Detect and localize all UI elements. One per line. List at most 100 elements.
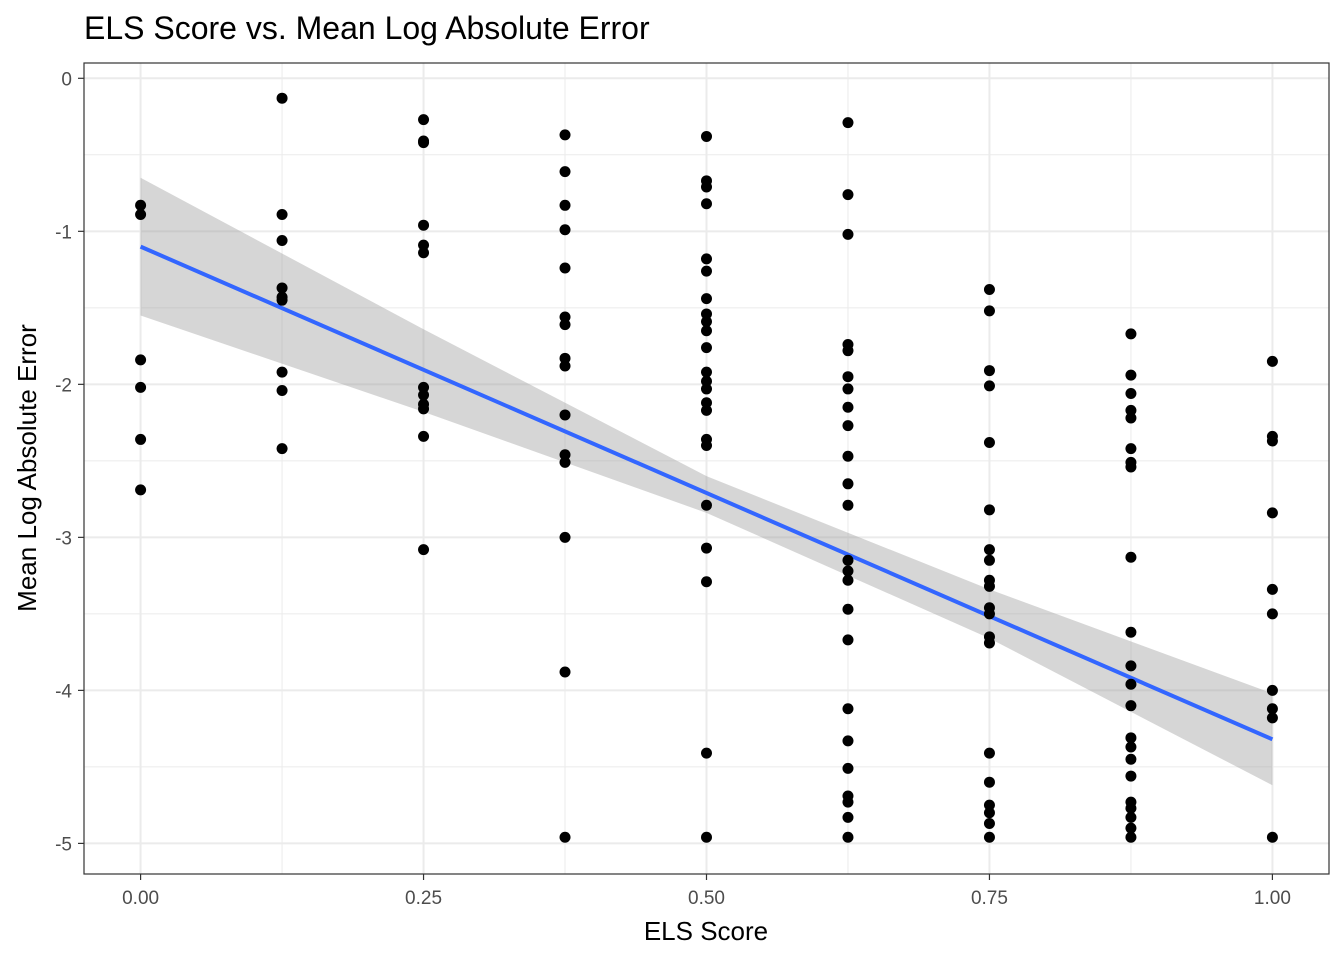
x-tick-label: 0.50	[688, 888, 725, 909]
data-point	[842, 371, 854, 383]
x-tick-label: 0.75	[971, 888, 1008, 909]
data-point	[135, 208, 147, 220]
data-point	[1125, 678, 1137, 690]
data-point	[559, 531, 571, 543]
data-point	[701, 325, 712, 337]
data-point	[701, 181, 712, 193]
data-point	[701, 831, 712, 843]
data-point	[701, 404, 712, 416]
data-point	[983, 283, 995, 295]
data-point	[276, 208, 288, 220]
data-point	[276, 366, 288, 378]
data-point	[559, 456, 571, 468]
x-axis: 0.00 0.25 0.50 0.75 1.00	[122, 874, 1291, 909]
data-point	[1266, 355, 1278, 367]
data-point	[701, 576, 712, 588]
data-point	[983, 807, 995, 819]
data-point	[842, 478, 854, 490]
y-axis: 0 -1 -2 -3 -4 -5	[55, 69, 84, 855]
chart-title: ELS Score vs. Mean Log Absolute Error	[84, 10, 650, 46]
data-point	[983, 580, 995, 592]
data-point	[418, 389, 430, 401]
data-point	[1125, 551, 1137, 563]
data-point	[701, 342, 712, 354]
data-point	[983, 818, 995, 830]
data-point	[983, 544, 995, 556]
x-tick-label: 0.25	[405, 888, 442, 909]
data-point	[559, 319, 571, 331]
data-point	[1125, 753, 1137, 765]
data-point	[1125, 369, 1137, 381]
data-point	[276, 235, 288, 247]
data-point	[701, 316, 712, 328]
data-point	[1266, 684, 1278, 696]
data-point	[701, 499, 712, 511]
data-point	[842, 117, 854, 129]
data-point	[1125, 822, 1137, 834]
data-point	[842, 634, 854, 646]
data-point	[701, 308, 712, 320]
data-point	[1125, 700, 1137, 712]
data-point	[1266, 435, 1278, 447]
y-tick-label: -5	[55, 834, 72, 855]
data-point	[842, 401, 854, 413]
data-point	[559, 224, 571, 236]
data-point	[842, 420, 854, 432]
data-point	[1266, 712, 1278, 724]
data-point	[135, 433, 147, 445]
data-point	[1266, 507, 1278, 519]
data-point	[842, 450, 854, 462]
fit-line-layer	[139, 244, 1274, 742]
data-point	[842, 762, 854, 774]
data-point	[559, 831, 571, 843]
data-point	[701, 130, 712, 142]
data-point	[983, 504, 995, 516]
data-point	[1266, 583, 1278, 595]
data-point	[418, 247, 430, 259]
data-point	[842, 228, 854, 240]
data-point	[135, 199, 147, 211]
data-point	[559, 262, 571, 274]
data-point	[983, 554, 995, 566]
data-point	[983, 747, 995, 759]
data-point	[842, 565, 854, 577]
data-point	[418, 137, 430, 149]
data-point	[701, 375, 712, 387]
data-point	[983, 799, 995, 811]
data-point	[983, 305, 995, 317]
data-point	[842, 735, 854, 747]
data-point	[842, 574, 854, 586]
data-point	[1125, 811, 1137, 823]
data-point	[1125, 626, 1137, 638]
data-point	[418, 239, 430, 251]
data-point	[559, 129, 571, 141]
y-tick-label: -4	[55, 681, 72, 702]
data-point	[983, 608, 995, 620]
data-point	[701, 293, 712, 305]
data-point	[276, 443, 288, 455]
data-point	[701, 440, 712, 452]
data-point	[559, 666, 571, 678]
points-layer	[135, 92, 1278, 843]
data-point	[701, 397, 712, 409]
data-point	[1125, 741, 1137, 753]
data-point	[842, 189, 854, 201]
data-point	[418, 430, 430, 442]
data-point	[135, 484, 147, 496]
data-point	[983, 637, 995, 649]
data-point	[559, 409, 571, 421]
y-tick-label: -1	[55, 222, 72, 243]
data-point	[559, 449, 571, 461]
data-point	[1125, 404, 1137, 416]
data-point	[418, 544, 430, 556]
data-point	[701, 747, 712, 759]
data-point	[983, 436, 995, 448]
data-point	[842, 345, 854, 357]
data-point	[135, 354, 147, 366]
data-point	[559, 166, 571, 178]
data-point	[1125, 732, 1137, 744]
data-point	[701, 265, 712, 277]
data-point	[1125, 770, 1137, 782]
data-point	[842, 554, 854, 566]
data-point	[842, 703, 854, 715]
